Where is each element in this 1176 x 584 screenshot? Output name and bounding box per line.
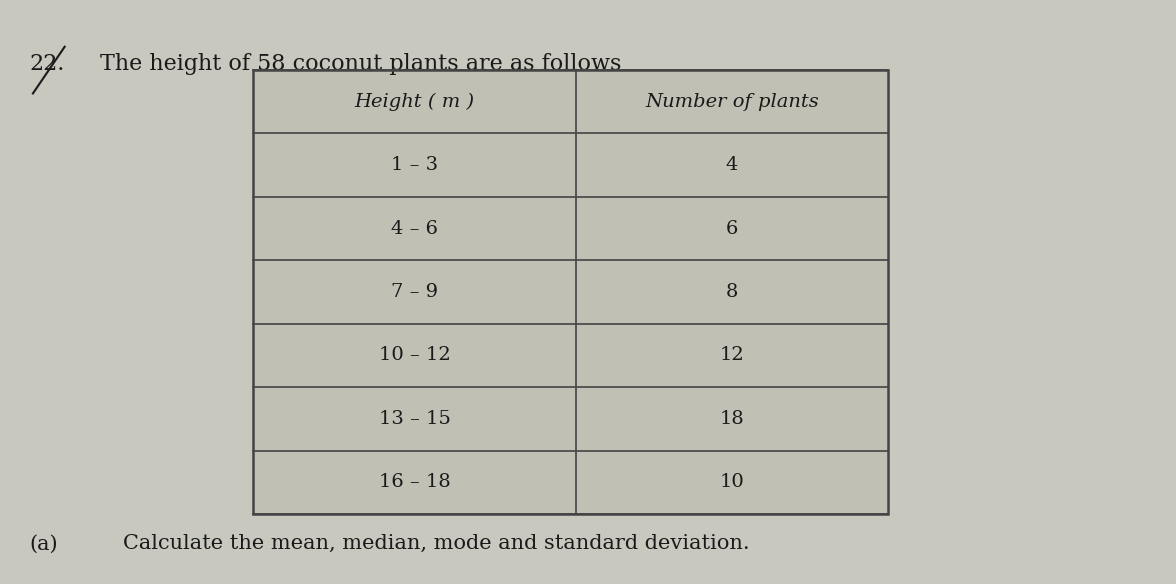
Text: 10 – 12: 10 – 12	[379, 346, 450, 364]
Text: Height ( m ): Height ( m )	[354, 93, 475, 111]
Text: Number of plants: Number of plants	[646, 93, 818, 111]
Text: 10: 10	[720, 473, 744, 491]
Bar	[253, 70, 888, 514]
Text: 13 – 15: 13 – 15	[379, 410, 450, 428]
Text: 4 – 6: 4 – 6	[392, 220, 437, 238]
Text: 1 – 3: 1 – 3	[390, 156, 439, 174]
Text: 22.: 22.	[29, 53, 65, 75]
Text: 8: 8	[726, 283, 739, 301]
Text: The height of 58 coconut plants are as follows: The height of 58 coconut plants are as f…	[100, 53, 621, 75]
Text: (a): (a)	[29, 534, 58, 554]
Text: 7 – 9: 7 – 9	[390, 283, 439, 301]
Text: 16 – 18: 16 – 18	[379, 473, 450, 491]
Text: 6: 6	[726, 220, 739, 238]
Text: 12: 12	[720, 346, 744, 364]
Text: 18: 18	[720, 410, 744, 428]
Text: Calculate the mean, median, mode and standard deviation.: Calculate the mean, median, mode and sta…	[123, 534, 750, 554]
Bar	[253, 70, 888, 514]
Text: 4: 4	[726, 156, 739, 174]
